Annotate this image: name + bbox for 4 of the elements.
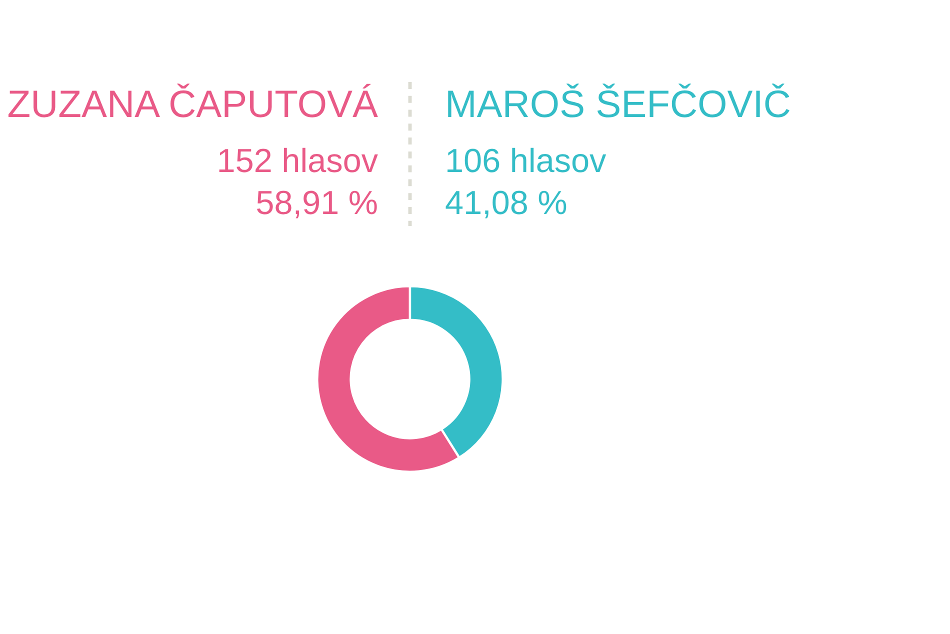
slice-label: MAROŠ ŠEFČOVIČ bbox=[448, 84, 790, 118]
data-label: 106 hlasov 41,08 % bbox=[446, 148, 606, 218]
slice-label: ZUZANA ČAPUTOVÁ bbox=[8, 84, 378, 118]
data-label: 152 hlasov 58,91 % bbox=[219, 148, 378, 218]
